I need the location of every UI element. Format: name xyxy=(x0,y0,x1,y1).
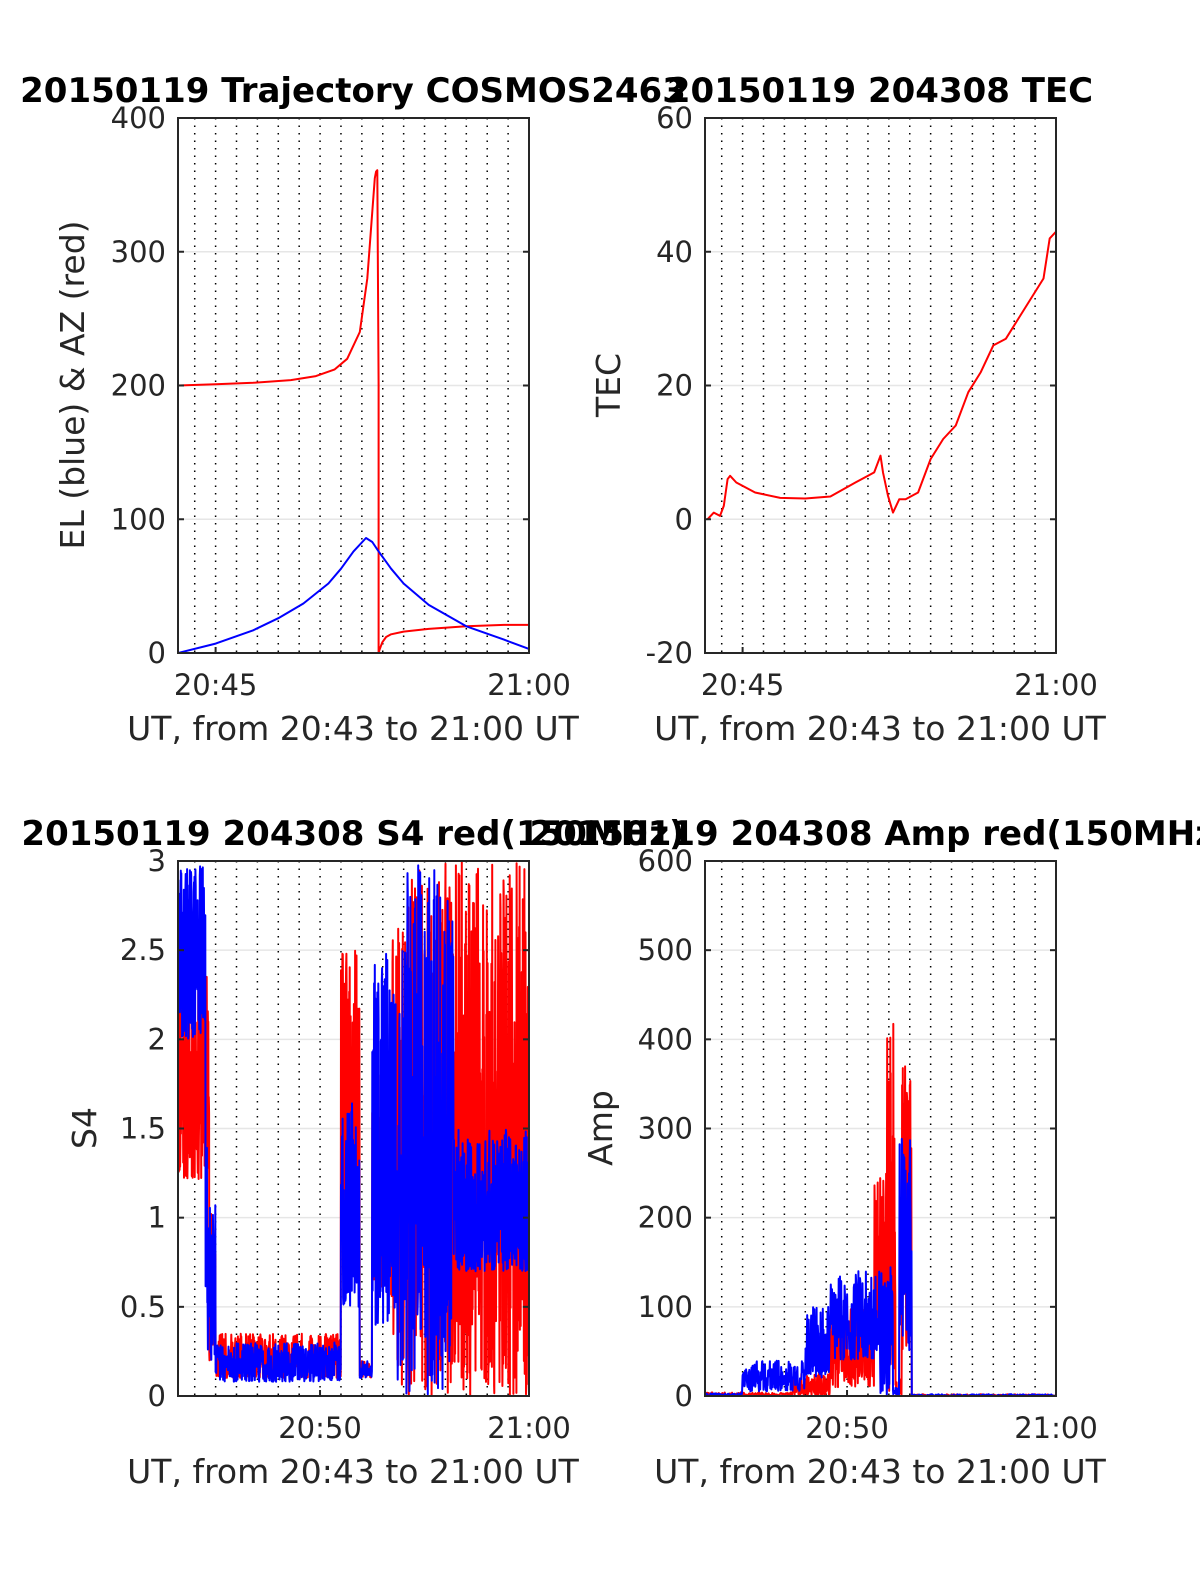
trajectory-ytick-label: 300 xyxy=(111,235,166,269)
s4-series-blue-line xyxy=(178,864,529,1396)
tec-xtick-label: 21:00 xyxy=(1014,668,1098,702)
tec-ytick-label: -20 xyxy=(646,636,693,670)
trajectory-ylabel: EL (blue) & AZ (red) xyxy=(53,220,92,549)
s4-xtick-label: 20:50 xyxy=(278,1411,362,1445)
amp-ytick-label: 600 xyxy=(638,844,693,878)
amp-ytick-label: 400 xyxy=(638,1022,693,1056)
s4-subplot: 0 0.5 1 1.5 2 2.5 3 20:50 21:00 20150119 204308 S… xyxy=(21,814,684,1491)
tec-ytick-label: 60 xyxy=(656,101,693,135)
s4-ytick-label: 1 xyxy=(148,1201,166,1235)
trajectory-subplot: 0 100 200 300 400 20:45 21:00 20150119 Trajecto… xyxy=(20,71,686,748)
tec-ytick-label: 0 xyxy=(675,502,693,536)
amp-ytick-label: 100 xyxy=(638,1290,693,1324)
s4-ylabel: S4 xyxy=(65,1107,104,1149)
tec-xtick-label: 20:45 xyxy=(701,668,785,702)
amp-ytick-label: 200 xyxy=(638,1201,693,1235)
s4-ytick-label: 0 xyxy=(148,1379,166,1413)
trajectory-title: 20150119 Trajectory COSMOS2463 xyxy=(20,71,686,111)
tec-ytick-label: 20 xyxy=(656,369,693,403)
amp-xtick-label: 20:50 xyxy=(805,1411,889,1445)
amp-ylabel: Amp xyxy=(581,1090,620,1166)
amp-subplot: 0 100 200 300 400 500 600 20:50 21:00 20150119 20… xyxy=(529,814,1200,1491)
amp-xtick-label: 21:00 xyxy=(1014,1411,1098,1445)
trajectory-ytick-label: 100 xyxy=(111,502,166,536)
s4-ytick-label: 1.5 xyxy=(120,1112,166,1146)
s4-ytick-label: 3 xyxy=(148,844,166,878)
amp-ytick-label: 300 xyxy=(638,1112,693,1146)
tec-xlabel: UT, from 20:43 to 21:00 UT xyxy=(654,709,1107,748)
tec-series-red-line xyxy=(706,231,1056,520)
s4-xtick-label: 21:00 xyxy=(487,1411,571,1445)
tec-ytick-label: 40 xyxy=(656,235,693,269)
trajectory-xlabel: UT, from 20:43 to 21:00 UT xyxy=(127,709,580,748)
amp-xlabel: UT, from 20:43 to 21:00 UT xyxy=(654,1452,1107,1491)
s4-ytick-label: 2 xyxy=(148,1022,166,1056)
trajectory-xtick-label: 20:45 xyxy=(174,668,258,702)
trajectory-ytick-label: 200 xyxy=(111,369,166,403)
trajectory-series-red-line xyxy=(178,169,529,653)
s4-title: 20150119 204308 S4 red(150MHz) xyxy=(21,814,684,854)
amp-ytick-label: 0 xyxy=(675,1379,693,1413)
s4-xlabel: UT, from 20:43 to 21:00 UT xyxy=(127,1452,580,1491)
s4-ytick-label: 0.5 xyxy=(120,1290,166,1324)
tec-subplot: -20 0 20 40 60 20:45 21:00 20150119 204308 TEC U… xyxy=(589,71,1107,748)
amp-ytick-label: 500 xyxy=(638,933,693,967)
trajectory-ytick-label: 0 xyxy=(148,636,166,670)
tec-title: 20150119 204308 TEC xyxy=(667,71,1093,111)
s4-ytick-label: 2.5 xyxy=(120,933,166,967)
trajectory-xtick-label: 21:00 xyxy=(487,668,571,702)
amp-title: 20150119 204308 Amp red(150MHz) xyxy=(529,814,1200,854)
tec-ylabel: TEC xyxy=(589,353,628,418)
trajectory-series-blue-line xyxy=(178,537,529,653)
trajectory-ytick-label: 400 xyxy=(111,101,166,135)
